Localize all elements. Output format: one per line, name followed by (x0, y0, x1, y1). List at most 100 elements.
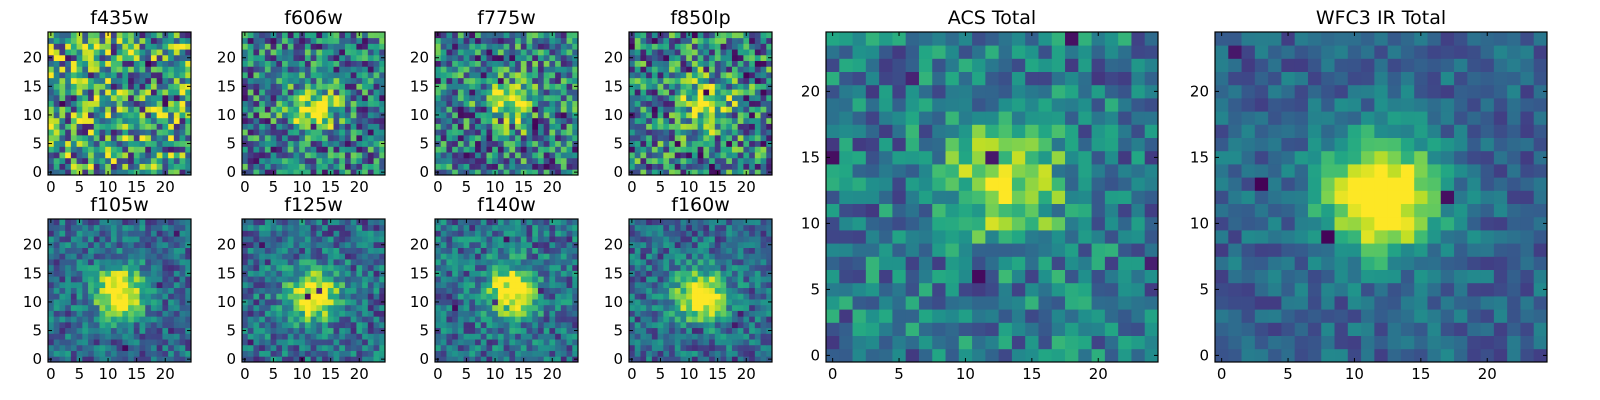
heatmap-cell (680, 169, 687, 176)
heatmap-cell (48, 117, 55, 124)
heatmap-cell (737, 304, 744, 311)
heatmap-cell (703, 146, 710, 153)
heatmap-cell (362, 321, 369, 329)
heatmap-cell (714, 106, 721, 113)
heatmap-cell (145, 259, 152, 266)
heatmap-cell (356, 152, 363, 159)
heatmap-cell (703, 129, 710, 136)
heatmap-cell (703, 66, 710, 73)
heatmap-cell (264, 224, 271, 231)
heatmap-cell (697, 129, 704, 136)
heatmap-cell (53, 281, 60, 289)
heatmap-cell (691, 270, 699, 277)
heatmap-cell (691, 169, 699, 176)
heatmap-cell (122, 140, 129, 147)
heatmap-cell (367, 356, 374, 363)
heatmap-cell (264, 123, 271, 130)
heatmap-cell (714, 134, 721, 142)
heatmap-cell (651, 60, 658, 67)
heatmap-cell (128, 134, 135, 142)
heatmap-cell (322, 94, 329, 102)
heatmap-cell (435, 66, 442, 73)
heatmap-cell (150, 339, 158, 346)
heatmap-cell (697, 134, 704, 142)
heatmap-cell (709, 94, 716, 102)
heatmap-cell (156, 77, 163, 84)
heatmap-cell (110, 224, 118, 231)
heatmap-cell (469, 83, 476, 90)
heatmap-cell (640, 327, 647, 334)
heatmap-cell (333, 230, 340, 237)
heatmap-cell (697, 276, 704, 283)
heatmap-cell (549, 129, 556, 136)
heatmap-cell (287, 49, 294, 56)
heatmap-cell (373, 100, 380, 107)
heatmap-cell (105, 236, 112, 243)
heatmap-cell (162, 129, 169, 136)
heatmap-cell (299, 106, 306, 113)
heatmap-cell (731, 60, 739, 67)
heatmap-cell (99, 339, 106, 346)
heatmap-cell (714, 344, 721, 351)
heatmap-cell (179, 321, 186, 329)
heatmap-cell (327, 37, 334, 44)
heatmap-cell (322, 299, 329, 306)
heatmap-cell (555, 89, 562, 96)
heatmap-cell (59, 344, 66, 351)
heatmap-cell (150, 163, 158, 170)
heatmap-cell (105, 140, 112, 147)
heatmap-cell (663, 60, 670, 67)
heatmap-cell (173, 259, 180, 266)
heatmap-cell (555, 304, 562, 311)
heatmap-cell (82, 152, 89, 159)
heatmap-cell (446, 241, 453, 248)
heatmap-cell (105, 134, 112, 142)
heatmap-cell (59, 253, 66, 260)
heatmap-cell (703, 77, 710, 84)
heatmap-cell (333, 157, 340, 164)
y-tick-label: 0 (226, 163, 236, 181)
heatmap-cell (350, 339, 357, 346)
heatmap-cell (766, 72, 773, 79)
heatmap-cell (70, 140, 77, 147)
heatmap-cell (133, 60, 140, 67)
heatmap-cell (333, 32, 340, 39)
heatmap-cell (356, 339, 363, 346)
heatmap-cell (640, 299, 647, 306)
heatmap-cell (65, 310, 72, 317)
heatmap-cell (168, 163, 175, 170)
heatmap-cell (128, 224, 135, 231)
heatmap-cell (572, 157, 579, 164)
heatmap-cell (276, 60, 283, 67)
heatmap-cell (486, 54, 493, 61)
heatmap-cell (674, 134, 681, 142)
heatmap-cell (362, 276, 369, 283)
heatmap-cell (532, 299, 539, 306)
heatmap-cell (646, 344, 653, 351)
heatmap-cell (731, 112, 739, 119)
heatmap-cell (70, 247, 77, 254)
heatmap-cell (646, 106, 653, 113)
heatmap-cell (663, 54, 670, 61)
heatmap-cell (526, 100, 533, 107)
heatmap-cell (344, 163, 352, 170)
heatmap-cell (264, 219, 271, 226)
heatmap-cell (566, 163, 573, 170)
heatmap-cell (93, 117, 100, 124)
heatmap-cell (133, 310, 140, 317)
heatmap-cell (532, 224, 539, 231)
heatmap-cell (53, 94, 60, 102)
heatmap-cell (128, 112, 135, 119)
heatmap-cell (116, 333, 123, 340)
heatmap-cell (726, 106, 733, 113)
heatmap-cell (293, 327, 300, 334)
heatmap-cell (691, 293, 699, 300)
heatmap-cell (572, 247, 579, 254)
heatmap-cell (532, 169, 539, 176)
heatmap-cell (316, 224, 323, 231)
heatmap-cell (122, 219, 129, 226)
heatmap-cell (168, 83, 175, 90)
heatmap-cell (503, 77, 510, 84)
heatmap-cell (145, 66, 152, 73)
heatmap-cell (105, 100, 112, 107)
